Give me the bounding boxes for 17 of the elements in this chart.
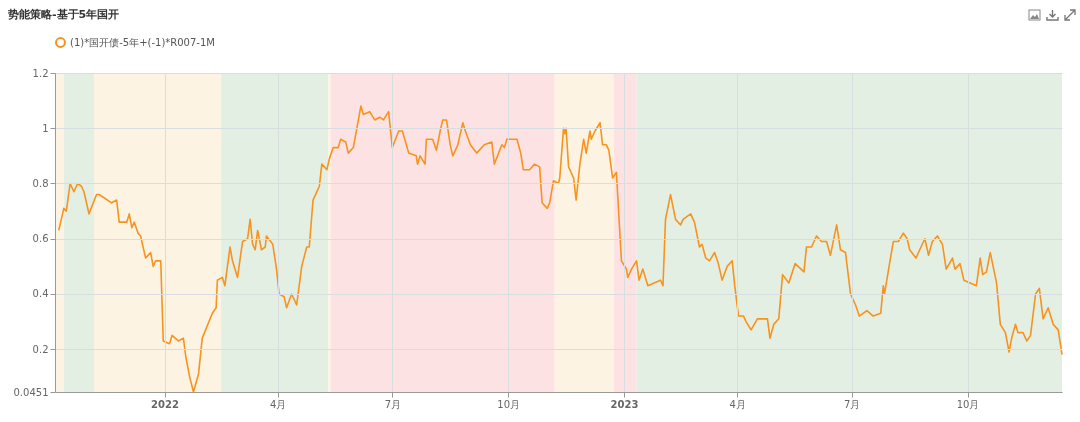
y-tick-label: 0.0451 bbox=[13, 386, 49, 398]
x-tick-label: 10月 bbox=[956, 398, 980, 410]
x-tick-label: 2023 bbox=[610, 398, 639, 410]
x-tick-label: 10月 bbox=[497, 398, 521, 410]
y-tick-label: 0.2 bbox=[32, 343, 49, 355]
y-tick-label: 0.8 bbox=[32, 177, 49, 189]
chart-title: 势能策略-基于5年国开 bbox=[8, 7, 120, 22]
x-tick-label: 4月 bbox=[729, 398, 746, 410]
y-tick-label: 1 bbox=[42, 122, 49, 134]
y-tick-label: 0.6 bbox=[32, 233, 49, 245]
x-tick-label: 2022 bbox=[151, 398, 179, 410]
x-tick-label: 4月 bbox=[270, 398, 287, 410]
y-tick-label: 0.4 bbox=[32, 288, 49, 300]
y-tick-label: 1.2 bbox=[32, 67, 49, 79]
x-tick-label: 7月 bbox=[844, 398, 861, 410]
legend-label: (1)*国开债-5年+(-1)*R007-1M bbox=[70, 36, 215, 48]
x-tick-label: 7月 bbox=[384, 398, 402, 410]
